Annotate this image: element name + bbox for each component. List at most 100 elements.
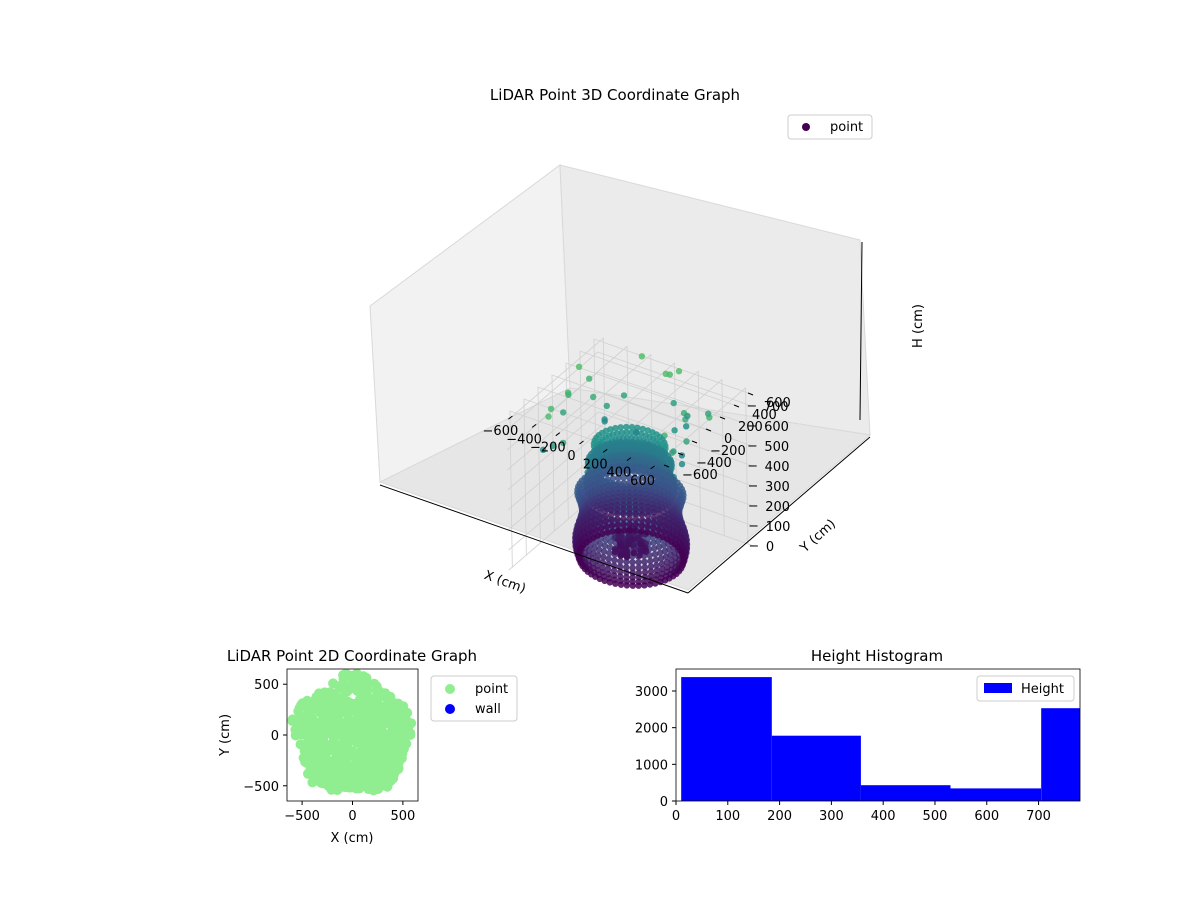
point-3d bbox=[632, 516, 640, 523]
point-3d bbox=[614, 506, 621, 513]
legend-2d-wall-label: wall bbox=[475, 702, 501, 717]
point-3d bbox=[651, 545, 658, 552]
point-3d bbox=[637, 541, 644, 548]
point-3d bbox=[635, 564, 642, 571]
point-3d bbox=[592, 521, 599, 528]
y-tick bbox=[719, 416, 726, 420]
y-tick-label: 3000 bbox=[635, 685, 668, 700]
point-2d bbox=[393, 719, 403, 730]
z-tick-label: 300 bbox=[765, 480, 790, 495]
point-2d bbox=[393, 736, 404, 747]
histogram-bar bbox=[681, 677, 772, 801]
point-3d bbox=[670, 448, 677, 455]
point-3d bbox=[547, 405, 555, 413]
point-3d bbox=[633, 428, 640, 436]
point-3d bbox=[648, 466, 656, 473]
point-3d bbox=[606, 579, 614, 586]
point-3d bbox=[620, 474, 627, 481]
point-3d bbox=[644, 512, 652, 519]
point-3d bbox=[670, 399, 677, 407]
x-tick bbox=[508, 415, 513, 420]
point-3d bbox=[632, 510, 640, 518]
point-3d bbox=[652, 556, 660, 564]
point-3d bbox=[632, 521, 639, 528]
point-3d bbox=[641, 569, 649, 576]
point-3d bbox=[661, 512, 668, 520]
point-3d bbox=[549, 442, 556, 449]
point-3d bbox=[658, 555, 665, 562]
point-3d bbox=[632, 506, 639, 513]
point-3d bbox=[629, 438, 636, 446]
y-tick-label: 1000 bbox=[635, 758, 668, 773]
point-3d bbox=[614, 516, 621, 523]
point-3d bbox=[645, 441, 652, 449]
y-tick-label: 0 bbox=[724, 432, 732, 447]
point-2d bbox=[389, 769, 399, 780]
z-tick-label: 100 bbox=[766, 520, 791, 535]
point-3d bbox=[598, 525, 605, 532]
grid-line bbox=[579, 350, 735, 508]
point-3d bbox=[642, 481, 649, 488]
point-2d bbox=[377, 741, 388, 752]
point-3d bbox=[640, 440, 647, 447]
point-3d bbox=[642, 476, 649, 483]
point-3d bbox=[650, 524, 657, 531]
point-3d bbox=[603, 402, 610, 410]
point-3d bbox=[617, 424, 624, 431]
grid-line bbox=[606, 370, 701, 528]
point-3d bbox=[647, 477, 655, 484]
z-tick-label: 400 bbox=[765, 460, 790, 475]
point-3d bbox=[600, 548, 608, 555]
point-3d bbox=[629, 564, 636, 571]
x-tick-label: 500 bbox=[923, 809, 948, 824]
y-axis-label-2d: Y (cm) bbox=[218, 714, 233, 757]
point-2d bbox=[334, 771, 345, 782]
chart-3d-title: LiDAR Point 3D Coordinate Graph bbox=[490, 86, 740, 104]
point-3d bbox=[642, 544, 649, 551]
point-3d bbox=[656, 515, 663, 522]
y-tick-label: 0 bbox=[660, 795, 668, 810]
point-3d bbox=[660, 528, 667, 535]
y-tick-label: −600 bbox=[682, 468, 718, 483]
x-tick-label: 200 bbox=[583, 457, 608, 472]
point-3d bbox=[637, 469, 644, 476]
grid-line bbox=[565, 362, 721, 520]
point-3d bbox=[620, 479, 627, 487]
point-3d bbox=[653, 567, 660, 574]
point-3d bbox=[656, 510, 663, 518]
z-axis-line bbox=[859, 241, 863, 421]
ticks-2d: −500 −500 0 0 500 500 bbox=[243, 678, 415, 824]
point-3d bbox=[623, 429, 630, 436]
point-3d bbox=[658, 475, 665, 482]
point-3d bbox=[655, 526, 662, 533]
x-tick-label: 400 bbox=[871, 809, 896, 824]
point-3d bbox=[647, 563, 655, 570]
point-3d bbox=[661, 522, 668, 530]
point-2d bbox=[331, 718, 342, 729]
point-3d bbox=[611, 557, 618, 564]
point-3d bbox=[560, 409, 567, 416]
point-3d bbox=[591, 516, 599, 523]
point-3d bbox=[626, 515, 633, 522]
grid-line bbox=[506, 351, 752, 431]
point-3d bbox=[666, 525, 673, 532]
z-tick-label: 200 bbox=[765, 500, 790, 515]
point-3d bbox=[650, 513, 658, 521]
histogram-bar bbox=[771, 735, 861, 801]
point-2d bbox=[358, 671, 369, 682]
point-2d bbox=[334, 681, 344, 692]
point-3d bbox=[608, 463, 615, 471]
point-2d bbox=[326, 774, 337, 785]
point-3d bbox=[638, 353, 646, 360]
point-3d bbox=[602, 518, 609, 525]
x-tick-label: 100 bbox=[715, 809, 740, 824]
grid-line bbox=[507, 411, 753, 491]
legend-histogram-label: Height bbox=[1021, 682, 1064, 697]
point-3d bbox=[705, 410, 712, 417]
point-3d bbox=[606, 549, 613, 557]
point-2d bbox=[375, 690, 386, 701]
x-tick-label: −500 bbox=[284, 809, 320, 824]
point-3d bbox=[597, 509, 604, 516]
point-3d bbox=[602, 441, 609, 449]
point-3d bbox=[631, 463, 639, 470]
